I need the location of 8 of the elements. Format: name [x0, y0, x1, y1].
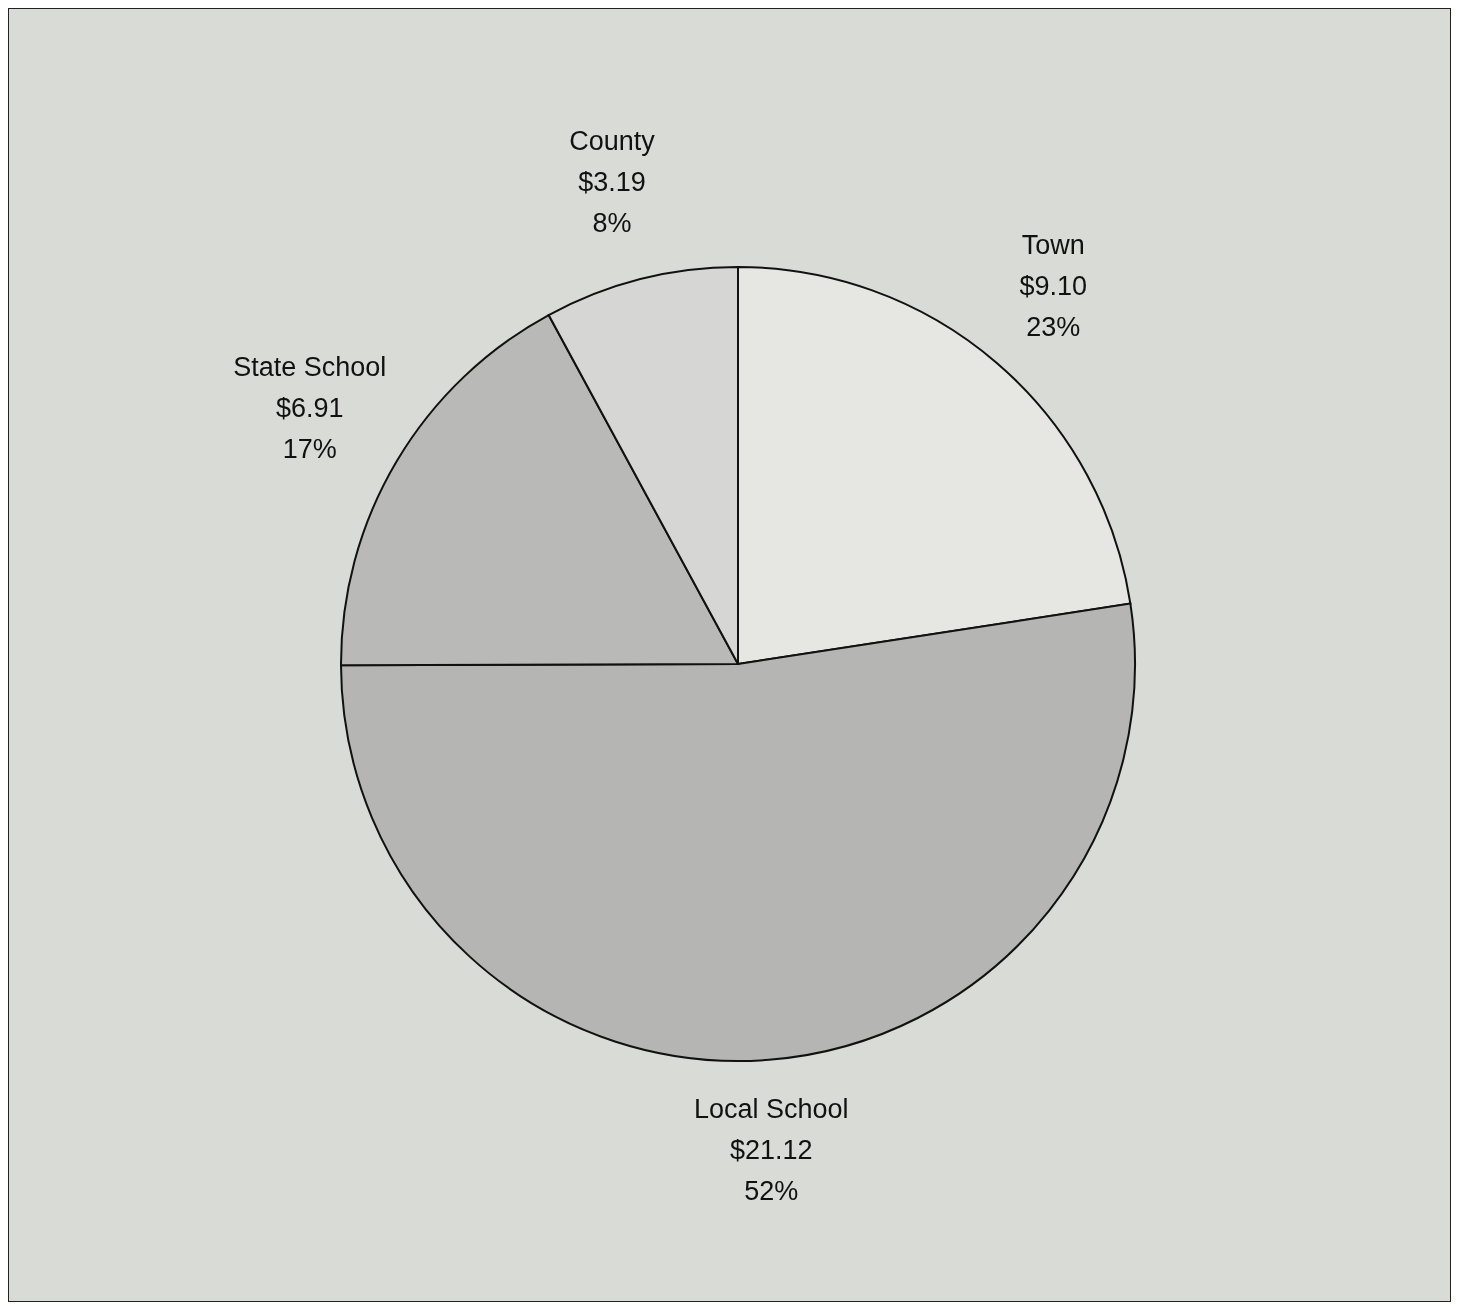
data-label: $6.91 17% [276, 393, 344, 465]
slice-label: Town [1021, 229, 1085, 260]
slice-label: County [569, 126, 656, 157]
data-label: $21.12 52% [730, 1134, 813, 1206]
slice-label: Local School [693, 1093, 849, 1124]
slice-label: State School [233, 352, 387, 383]
data-label: $3.19 8% [578, 167, 646, 239]
data-label: $9.10 23% [1019, 270, 1088, 342]
